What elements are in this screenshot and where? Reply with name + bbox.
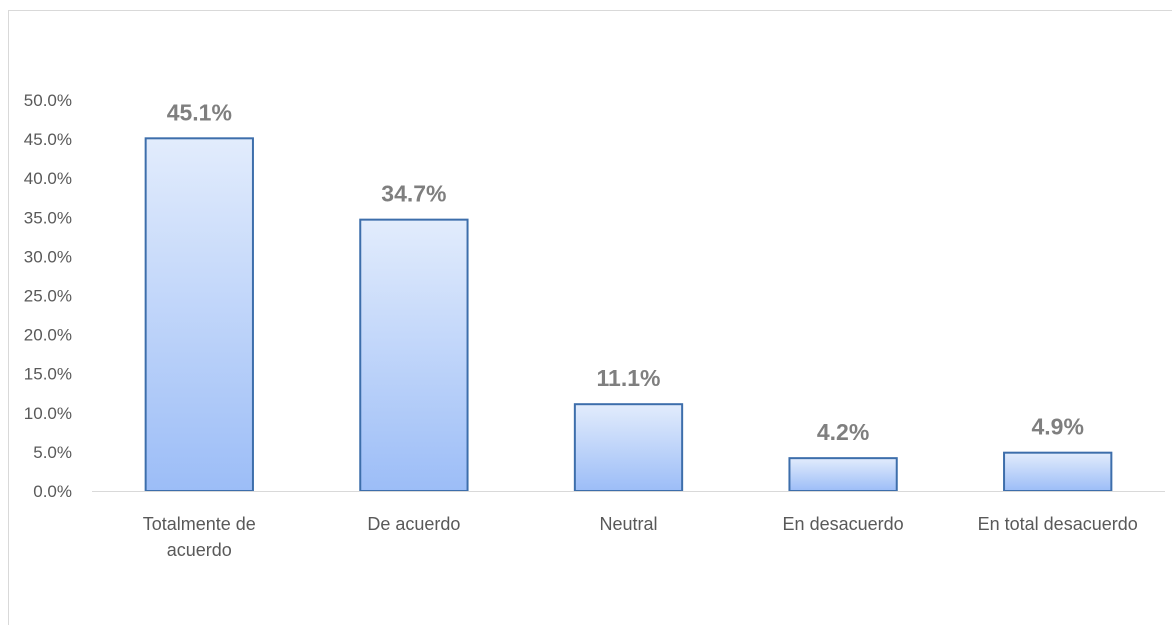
y-tick-label: 20.0%: [24, 326, 72, 345]
category-label: En total desacuerdo: [978, 514, 1138, 534]
chart-frame: [8, 10, 1172, 625]
category-label: acuerdo: [167, 540, 232, 560]
y-tick-label: 10.0%: [24, 404, 72, 423]
category-labels: Totalmente de acuerdo De acuerdo Neutral En …: [143, 514, 1138, 560]
bar: [359, 218, 469, 492]
bars: [144, 137, 1113, 493]
bar: [1003, 451, 1113, 493]
bar-data-label: 45.1%: [167, 99, 232, 125]
y-axis-ticks: 0.0% 5.0% 10.0% 15.0% 20.0% 25.0% 30.0% 35.0% 40…: [24, 91, 72, 501]
y-tick-label: 5.0%: [33, 443, 72, 462]
category-label: Totalmente de: [143, 514, 256, 534]
y-tick-label: 0.0%: [33, 482, 72, 501]
bar-data-label: 4.2%: [817, 419, 869, 445]
data-labels: 45.1% 34.7% 11.1% 4.2% 4.9%: [167, 99, 1084, 445]
category-label: En desacuerdo: [783, 514, 904, 534]
bar-data-label: 4.9%: [1031, 414, 1083, 440]
category-label: De acuerdo: [367, 514, 460, 534]
bar-data-label: 34.7%: [381, 181, 446, 207]
bar: [573, 403, 684, 492]
y-tick-label: 30.0%: [24, 247, 72, 266]
y-tick-label: 25.0%: [24, 287, 72, 306]
bar: [788, 457, 898, 493]
y-tick-label: 40.0%: [24, 169, 72, 188]
y-tick-label: 45.0%: [24, 130, 72, 149]
category-label: Neutral: [599, 514, 657, 534]
bar: [144, 137, 254, 492]
y-tick-label: 35.0%: [24, 208, 72, 227]
y-tick-label: 50.0%: [24, 91, 72, 110]
bar-data-label: 11.1%: [597, 365, 661, 391]
y-tick-label: 15.0%: [24, 365, 72, 384]
